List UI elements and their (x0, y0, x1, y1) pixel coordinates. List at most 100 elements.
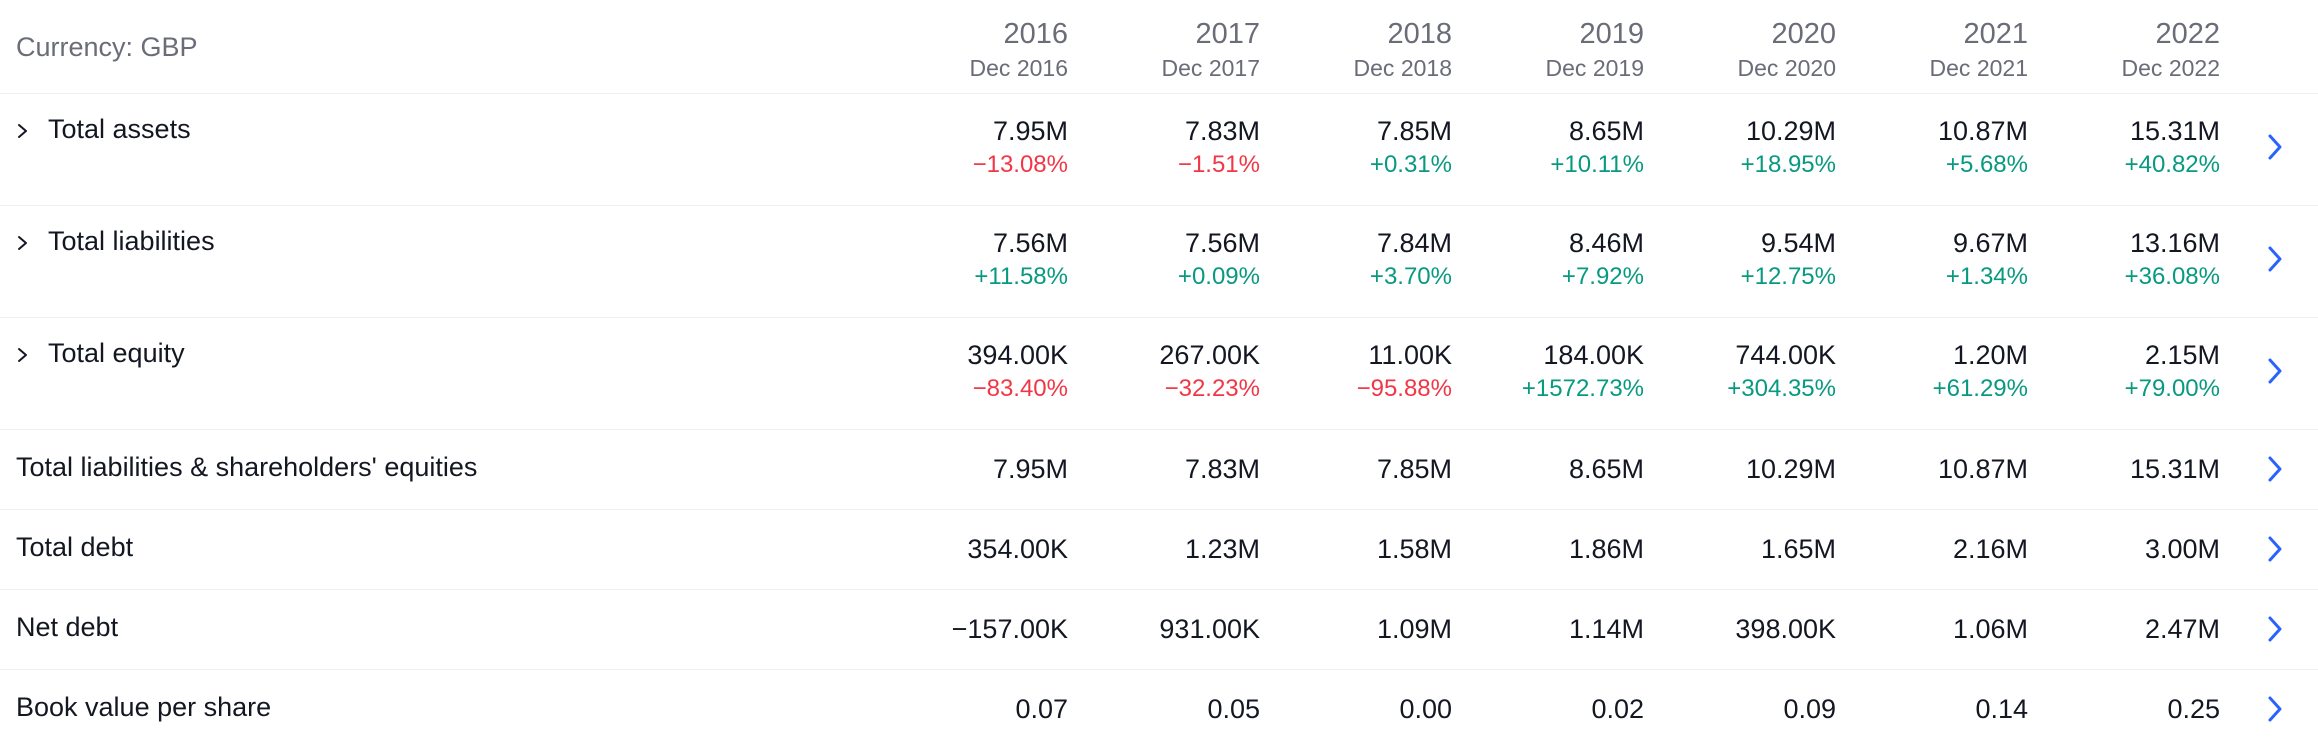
value-cell: 0.00 (1260, 670, 1452, 750)
row-label-cell[interactable]: Total equity (0, 318, 876, 429)
column-header: 2022 Dec 2022 (2028, 0, 2220, 93)
value-cell: 7.56M +0.09% (1068, 206, 1260, 317)
column-year: 2021 (1963, 18, 2028, 50)
currency-label: Currency: GBP (16, 32, 198, 62)
value: 10.29M (1745, 116, 1836, 146)
change-percent: +1572.73% (1521, 375, 1644, 402)
value: 0.05 (1207, 694, 1260, 724)
change-percent: +10.11% (1550, 151, 1644, 178)
change-percent: +7.92% (1561, 263, 1644, 290)
table-row[interactable]: Total assets 7.95M −13.08% 7.83M −1.51% 7.85M… (0, 94, 2318, 206)
value-cell: −157.00K (876, 590, 1068, 669)
row-label: Total liabilities & shareholders' equiti… (16, 452, 478, 482)
value: 0.07 (1015, 694, 1068, 724)
value-cell: 267.00K −32.23% (1068, 318, 1260, 429)
table-row[interactable]: Total liabilities 7.56M +11.58% 7.56M +0.09%… (0, 206, 2318, 318)
value-cell: 13.16M +36.08% (2028, 206, 2220, 317)
row-detail-arrow-icon[interactable] (2220, 206, 2302, 317)
value: 8.65M (1568, 454, 1644, 484)
change-percent: +5.68% (1945, 151, 2028, 178)
change-percent: +0.09% (1177, 263, 1260, 290)
table-row[interactable]: Book value per share 0.07 0.05 0.00 0.02 0.09… (0, 670, 2318, 750)
column-period: Dec 2021 (1929, 55, 2028, 81)
row-label: Total liabilities (48, 226, 215, 256)
column-period: Dec 2019 (1545, 55, 1644, 81)
value-cell: 8.65M (1452, 430, 1644, 509)
change-percent: +18.95% (1740, 151, 1836, 178)
table-row[interactable]: Net debt −157.00K 931.00K 1.09M 1.14M 398.00K… (0, 590, 2318, 670)
value-cell: 11.00K −95.88% (1260, 318, 1452, 429)
value-cell: 1.20M +61.29% (1836, 318, 2028, 429)
value-cell: 2.16M (1836, 510, 2028, 589)
row-detail-arrow-icon[interactable] (2220, 590, 2302, 669)
row-label: Total assets (48, 114, 191, 144)
column-year: 2019 (1579, 18, 1644, 50)
table-header: Currency: GBP 2016 Dec 2016 2017 Dec 201… (0, 0, 2318, 94)
change-percent: −95.88% (1356, 375, 1452, 402)
value-cell: 1.14M (1452, 590, 1644, 669)
table-row[interactable]: Total liabilities & shareholders' equiti… (0, 430, 2318, 510)
value: 0.00 (1399, 694, 1452, 724)
value-cell: 8.65M +10.11% (1452, 94, 1644, 205)
row-label-cell[interactable]: Total liabilities (0, 206, 876, 317)
column-header: 2016 Dec 2016 (876, 0, 1068, 93)
value: 0.25 (2167, 694, 2220, 724)
value: 7.83M (1184, 454, 1260, 484)
value: 1.20M (1952, 340, 2028, 370)
value-cell: 7.95M −13.08% (876, 94, 1068, 205)
column-year: 2017 (1195, 18, 1260, 50)
chevron-right-icon[interactable] (16, 114, 48, 148)
value-cell: 10.29M (1644, 430, 1836, 509)
table-row[interactable]: Total equity 394.00K −83.40% 267.00K −32.23%… (0, 318, 2318, 430)
value: 2.15M (2144, 340, 2220, 370)
column-year: 2022 (2155, 18, 2220, 50)
row-label: Net debt (16, 612, 119, 642)
value-cell: 7.95M (876, 430, 1068, 509)
value-cell: 184.00K +1572.73% (1452, 318, 1644, 429)
change-percent: +304.35% (1727, 375, 1836, 402)
value-cell: 15.31M (2028, 430, 2220, 509)
change-percent: +1.34% (1945, 263, 2028, 290)
row-label-cell: Total liabilities & shareholders' equiti… (0, 430, 876, 509)
change-percent: +36.08% (2124, 263, 2220, 290)
value-cell: 7.85M (1260, 430, 1452, 509)
value: 7.56M (992, 228, 1068, 258)
value: 13.16M (2129, 228, 2220, 258)
chevron-right-icon[interactable] (16, 226, 48, 260)
value-cell: 744.00K +304.35% (1644, 318, 1836, 429)
change-percent: +12.75% (1740, 263, 1836, 290)
change-percent: −1.51% (1177, 151, 1260, 178)
value: 15.31M (2129, 454, 2220, 484)
value-cell: 10.87M (1836, 430, 2028, 509)
value-cell: 0.14 (1836, 670, 2028, 750)
value-cell: 2.15M +79.00% (2028, 318, 2220, 429)
row-detail-arrow-icon[interactable] (2220, 94, 2302, 205)
row-label-cell: Total debt (0, 510, 876, 589)
value: 931.00K (1159, 614, 1260, 644)
row-detail-arrow-icon[interactable] (2220, 430, 2302, 509)
value: 7.95M (992, 454, 1068, 484)
header-spacer (2220, 0, 2302, 93)
row-detail-arrow-icon[interactable] (2220, 318, 2302, 429)
table-row[interactable]: Total debt 354.00K 1.23M 1.58M 1.86M 1.65M 2.1… (0, 510, 2318, 590)
value: 10.87M (1937, 454, 2028, 484)
change-percent: −83.40% (972, 375, 1068, 402)
value-cell: 0.09 (1644, 670, 1836, 750)
column-period: Dec 2016 (969, 55, 1068, 81)
row-label-cell: Net debt (0, 590, 876, 669)
column-year: 2020 (1771, 18, 1836, 50)
row-detail-arrow-icon[interactable] (2220, 670, 2302, 750)
column-period: Dec 2017 (1161, 55, 1260, 81)
chevron-right-icon[interactable] (16, 338, 48, 372)
value-cell: 2.47M (2028, 590, 2220, 669)
row-detail-arrow-icon[interactable] (2220, 510, 2302, 589)
row-label: Total debt (16, 532, 134, 562)
change-percent: +0.31% (1369, 151, 1452, 178)
row-label-cell[interactable]: Total assets (0, 94, 876, 205)
value-cell: 3.00M (2028, 510, 2220, 589)
value-cell: 9.67M +1.34% (1836, 206, 2028, 317)
value: 0.02 (1591, 694, 1644, 724)
value-cell: 0.07 (876, 670, 1068, 750)
value: 7.85M (1376, 116, 1452, 146)
